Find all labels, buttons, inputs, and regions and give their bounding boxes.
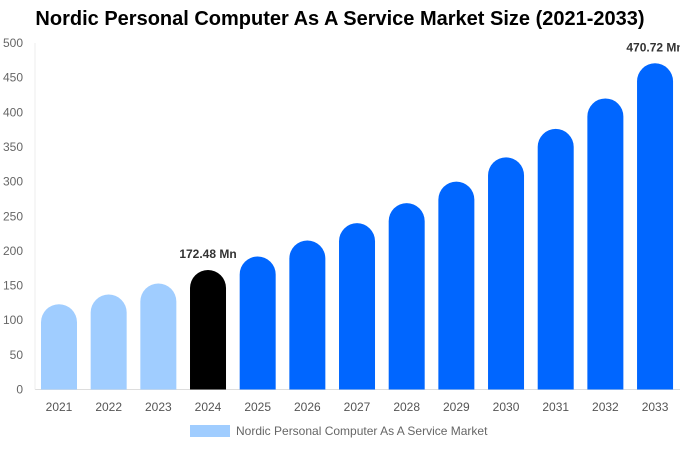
bar-2028: [388, 203, 425, 390]
bar-2025: [239, 256, 276, 390]
bar-2032: [587, 98, 624, 390]
bar-2033: [637, 63, 674, 390]
legend-swatch: [190, 425, 230, 437]
bar-2027: [339, 223, 376, 390]
chart-title: Nordic Personal Computer As A Service Ma…: [35, 8, 645, 30]
x-tick-label: 2029: [443, 400, 470, 414]
y-tick-label: 100: [3, 313, 23, 327]
bar-2029: [438, 181, 475, 390]
x-tick-label: 2033: [642, 400, 669, 414]
x-tick-label: 2023: [145, 400, 172, 414]
data-label: 470.72 Mn: [626, 40, 680, 54]
bar-2024: [190, 269, 227, 390]
legend[interactable]: Nordic Personal Computer As A Service Ma…: [190, 424, 487, 438]
bar-2023: [140, 283, 177, 390]
y-tick-label: 500: [3, 36, 23, 50]
bar-2021: [41, 304, 77, 390]
bar-2031: [537, 128, 574, 390]
data-label: 172.48 Mn: [179, 247, 236, 261]
x-tick-label: 2027: [344, 400, 371, 414]
y-tick-label: 150: [3, 279, 23, 293]
bar-2030: [488, 157, 525, 390]
y-tick-label: 450: [3, 71, 23, 85]
x-tick-label: 2031: [542, 400, 569, 414]
x-tick-label: 2024: [195, 400, 222, 414]
y-tick-label: 300: [3, 175, 23, 189]
y-tick-label: 400: [3, 105, 23, 119]
x-tick-label: 2032: [592, 400, 619, 414]
x-tick-label: 2021: [46, 400, 73, 414]
y-tick-label: 350: [3, 140, 23, 154]
x-tick-label: 2022: [95, 400, 122, 414]
y-tick-label: 200: [3, 244, 23, 258]
y-tick-label: 0: [16, 383, 23, 397]
bar-2022: [90, 294, 127, 390]
x-tick-label: 2028: [393, 400, 420, 414]
legend-label: Nordic Personal Computer As A Service Ma…: [236, 424, 488, 438]
x-tick-label: 2026: [294, 400, 321, 414]
x-tick-label: 2030: [493, 400, 520, 414]
bar-2026: [289, 240, 326, 390]
x-tick-label: 2025: [244, 400, 271, 414]
y-tick-label: 250: [3, 209, 23, 223]
y-tick-label: 50: [10, 348, 24, 362]
